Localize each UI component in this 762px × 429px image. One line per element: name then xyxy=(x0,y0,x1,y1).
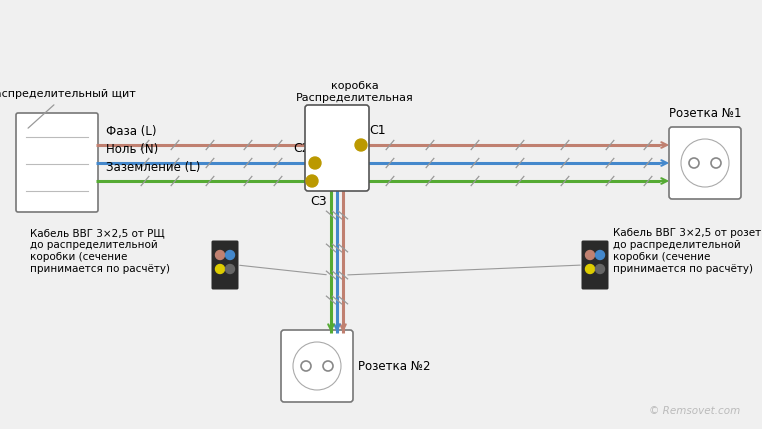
Text: коробки (сечение: коробки (сечение xyxy=(613,252,710,262)
Circle shape xyxy=(226,251,235,260)
Text: коробки (сечение: коробки (сечение xyxy=(30,252,127,262)
FancyBboxPatch shape xyxy=(212,241,239,290)
Circle shape xyxy=(585,251,594,260)
Circle shape xyxy=(301,361,311,371)
Text: принимается по расчёту): принимается по расчёту) xyxy=(30,264,170,274)
Circle shape xyxy=(216,251,225,260)
FancyBboxPatch shape xyxy=(581,241,609,290)
Circle shape xyxy=(216,265,225,274)
Text: C2: C2 xyxy=(293,142,309,155)
Text: © Remsovet.com: © Remsovet.com xyxy=(648,406,740,416)
Circle shape xyxy=(689,158,699,168)
Text: Кабель ВВГ 3×2,5 от РЩ: Кабель ВВГ 3×2,5 от РЩ xyxy=(30,228,165,238)
Circle shape xyxy=(355,139,367,151)
Circle shape xyxy=(309,157,321,169)
Text: Кабель ВВГ 3×2,5 от розетки: Кабель ВВГ 3×2,5 от розетки xyxy=(613,228,762,238)
FancyBboxPatch shape xyxy=(281,330,353,402)
Text: коробка: коробка xyxy=(331,81,379,91)
Text: Распределительная: Распределительная xyxy=(296,93,414,103)
FancyBboxPatch shape xyxy=(16,113,98,212)
Text: до распределительной: до распределительной xyxy=(613,240,741,250)
Circle shape xyxy=(711,158,721,168)
Text: до распределительной: до распределительной xyxy=(30,240,158,250)
Circle shape xyxy=(585,265,594,274)
Circle shape xyxy=(226,265,235,274)
Circle shape xyxy=(306,175,318,187)
Text: принимается по расчёту): принимается по расчёту) xyxy=(613,264,753,274)
Text: C3: C3 xyxy=(310,195,327,208)
Text: Розетка №2: Розетка №2 xyxy=(358,360,431,372)
Circle shape xyxy=(595,251,604,260)
FancyBboxPatch shape xyxy=(305,105,369,191)
FancyBboxPatch shape xyxy=(669,127,741,199)
Text: C1: C1 xyxy=(369,124,386,137)
Text: Распределительный щит: Распределительный щит xyxy=(0,89,136,99)
Text: Розетка №1: Розетка №1 xyxy=(669,107,741,120)
Circle shape xyxy=(323,361,333,371)
Text: Ноль (N): Ноль (N) xyxy=(106,143,158,156)
Circle shape xyxy=(595,265,604,274)
Text: Заземление (L): Заземление (L) xyxy=(106,161,200,174)
Text: Фаза (L): Фаза (L) xyxy=(106,125,156,138)
